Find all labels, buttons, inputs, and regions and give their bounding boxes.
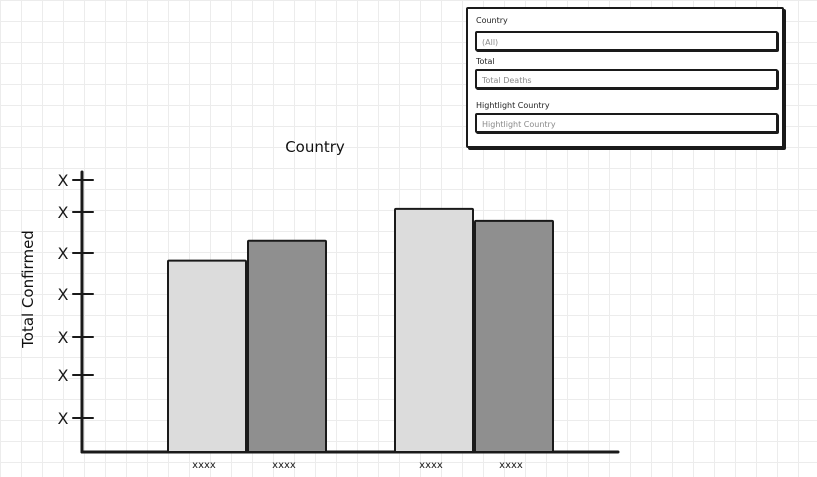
highlight-country-input[interactable]: Hightlight Country <box>475 113 778 133</box>
y-tick-label: X <box>58 244 69 263</box>
y-tick-label: X <box>58 409 69 428</box>
bar <box>167 259 247 453</box>
y-tick-label: X <box>58 328 69 347</box>
total-filter-dropdown[interactable]: Total Deaths <box>475 69 778 89</box>
chart-title: Country <box>285 138 345 156</box>
filter-panel: Country (All) Total Total Deaths Hightli… <box>466 7 784 148</box>
country-filter-label: Country <box>476 16 508 25</box>
bar <box>394 207 474 453</box>
y-tick-label: X <box>58 171 69 190</box>
y-tick-label: X <box>58 203 69 222</box>
total-filter-label: Total <box>476 57 495 66</box>
y-tick-label: X <box>58 285 69 304</box>
x-tick-label: xxxx <box>272 460 296 471</box>
x-tick-label: xxxx <box>499 460 523 471</box>
country-filter-dropdown[interactable]: (All) <box>475 31 778 51</box>
bar <box>474 219 554 453</box>
x-tick-label: xxxx <box>419 460 443 471</box>
bar <box>247 239 327 453</box>
x-tick-label: xxxx <box>192 460 216 471</box>
y-tick-label: X <box>58 366 69 385</box>
highlight-country-label: Hightlight Country <box>476 101 550 110</box>
